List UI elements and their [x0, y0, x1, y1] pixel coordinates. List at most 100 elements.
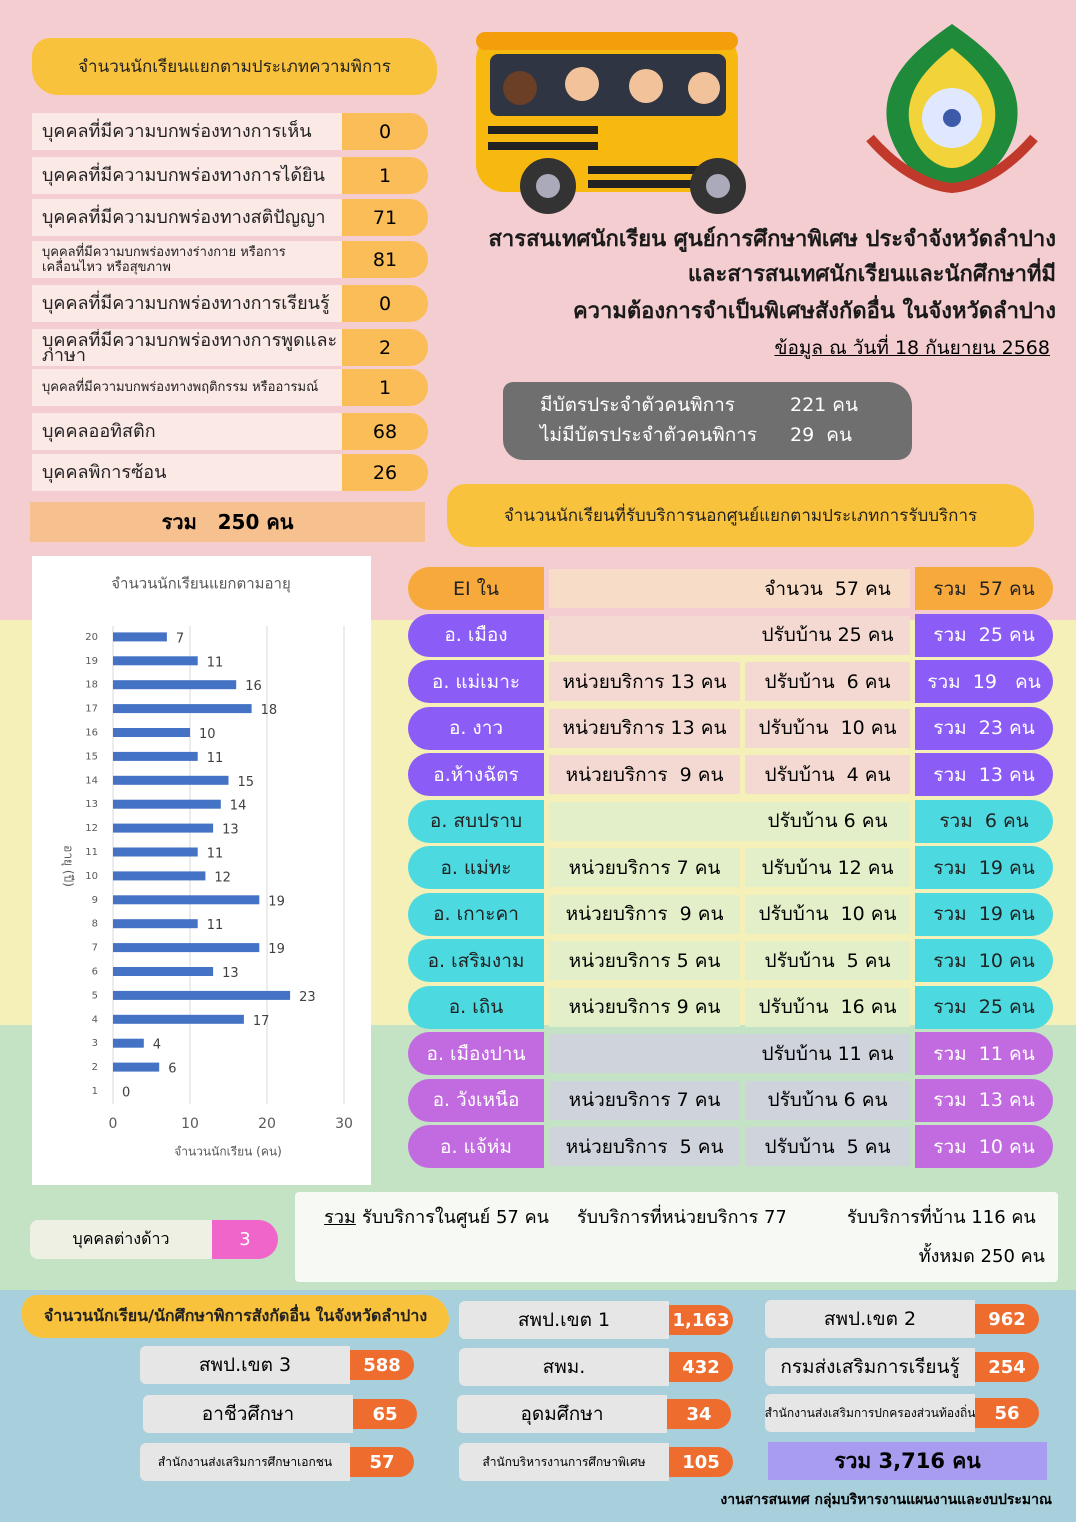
bar — [113, 823, 214, 833]
data-label: 11 — [207, 918, 224, 933]
agency-label: สพม. — [459, 1348, 669, 1386]
data-label: 23 — [299, 990, 316, 1005]
foreign-label: บุคคลต่างด้าว — [30, 1220, 212, 1259]
unit-cell: หน่วยบริการ 13 คน — [549, 662, 740, 701]
disability-label: บุคคลที่มีความบกพร่องทางการได้ยิน — [32, 157, 342, 194]
card-label: ไม่มีบัตรประจำตัวคนพิการ — [540, 424, 758, 446]
home-cell: ปรับบ้าน 6 คน — [745, 662, 910, 701]
agency-label: สำนักงานส่งเสริมการศึกษาเอกชน — [140, 1443, 350, 1481]
y-tick-label: 4 — [92, 1014, 98, 1025]
district-cell: อ. แม่ทะ — [408, 846, 544, 889]
summary-panel — [295, 1192, 1058, 1282]
bar — [113, 1014, 244, 1024]
card-value: 29 คน — [790, 424, 852, 446]
agency-value: 65 — [353, 1399, 417, 1429]
y-tick-label: 14 — [85, 775, 98, 786]
data-label: 11 — [207, 751, 224, 766]
bar — [113, 704, 252, 714]
bar — [113, 967, 214, 976]
footer: งานสารสนเทศ กลุ่มบริหารงานแผนงานและงบประ… — [720, 1492, 1052, 1508]
home-cell: ปรับบ้าน 6 คน — [745, 1080, 910, 1120]
home-cell: ปรับบ้าน 4 คน — [745, 755, 910, 794]
disability-value: 0 — [342, 113, 428, 150]
y-tick-label: 6 — [92, 967, 98, 978]
unit-cell: หน่วยบริการ 13 คน — [549, 708, 740, 748]
service-cell — [549, 615, 910, 655]
data-label: 12 — [214, 870, 231, 885]
service-cell — [549, 569, 910, 608]
disability-value: 68 — [342, 413, 428, 450]
total-cell: รวม 19 คน — [915, 846, 1053, 889]
total-cell: รวม 6 คน — [915, 799, 1053, 843]
total-cell: รวม 25 คน — [915, 985, 1053, 1029]
district-cell: อ. แจ้ห่ม — [408, 1125, 544, 1168]
unit-cell: หน่วยบริการ 5 คน — [549, 941, 740, 980]
summary-total: ทั้งหมด 250 คน — [918, 1245, 1045, 1267]
y-tick-label: 19 — [85, 656, 98, 667]
summary-item: รับบริการที่บ้าน 116 คน — [847, 1206, 1036, 1228]
agency-label: สพป.เขต 3 — [140, 1346, 350, 1384]
bar — [113, 943, 260, 953]
data-label: 15 — [238, 775, 255, 790]
home-cell: ปรับบ้าน 5 คน — [745, 941, 910, 980]
agency-label: สพป.เขต 1 — [459, 1301, 669, 1339]
bar — [113, 680, 237, 690]
agencies-title: จำนวนนักเรียน/นักศึกษาพิการสังกัดอื่น ใน… — [22, 1295, 449, 1338]
district-cell: EI ใน — [408, 567, 544, 610]
total-cell: รวม 13 คน — [915, 753, 1053, 796]
bar — [113, 775, 229, 785]
total-cell: รวม 57 คน — [915, 567, 1053, 610]
header-title: ความต้องการจำเป็นพิเศษสังกัดอื่น ในจังหว… — [572, 298, 1056, 324]
total-cell: รวม 13 คน — [915, 1078, 1053, 1122]
y-tick-label: 5 — [92, 990, 98, 1001]
unit-cell: หน่วยบริการ 9 คน — [549, 987, 740, 1027]
district-cell: อ. เสริมงาม — [408, 939, 544, 982]
y-tick-label: 1 — [92, 1086, 98, 1097]
agency-value: 962 — [975, 1304, 1039, 1334]
disability-title: จำนวนนักเรียนแยกตามประเภทความพิการ — [32, 38, 437, 95]
header-title: สารสนเทศนักเรียน ศูนย์การศึกษาพิเศษ ประจ… — [488, 226, 1056, 252]
data-label: 0 — [122, 1086, 130, 1101]
agency-value: 34 — [667, 1399, 731, 1429]
data-label: 19 — [268, 942, 285, 957]
home-cell: ปรับบ้าน 25 คน — [761, 624, 894, 646]
district-cell: อ. เถิน — [408, 985, 544, 1029]
total-cell: รวม 19 คน — [915, 892, 1053, 936]
agency-value: 105 — [669, 1447, 733, 1477]
district-cell: อ. สบปราบ — [408, 799, 544, 843]
data-label: 7 — [176, 631, 184, 646]
disability-value: 1 — [342, 369, 428, 406]
y-tick-label: 13 — [85, 799, 98, 810]
agency-label: สำนักบริหารงานการศึกษาพิเศษ — [459, 1443, 669, 1481]
card-label: มีบัตรประจำตัวคนพิการ — [540, 394, 736, 416]
bus-illustration — [476, 32, 746, 214]
x-tick-label: 20 — [258, 1116, 276, 1132]
disability-value: 0 — [342, 285, 428, 322]
bar — [113, 799, 221, 809]
disability-total: รวม 250 คน — [30, 502, 425, 542]
total-cell: รวม 23 คน — [915, 706, 1053, 750]
unit-cell: หน่วยบริการ 5 คน — [549, 1127, 740, 1166]
y-tick-label: 11 — [85, 847, 98, 858]
agency-value: 56 — [975, 1398, 1039, 1428]
disability-label: บุคคลที่มีความบกพร่องทางการเรียนรู้ — [32, 285, 342, 322]
data-label: 4 — [153, 1038, 161, 1053]
bar — [113, 871, 206, 881]
y-tick-label: 7 — [92, 943, 98, 954]
total-cell: รวม 25 คน — [915, 613, 1053, 657]
agency-label: อาชีวศึกษา — [143, 1395, 353, 1433]
disability-label: บุคคลพิการซ้อน — [32, 454, 342, 491]
home-cell: ปรับบ้าน 10 คน — [745, 708, 910, 748]
data-label: 14 — [230, 799, 247, 814]
services-title: จำนวนนักเรียนที่รับบริการนอกศูนย์แยกตามป… — [447, 484, 1034, 547]
y-tick-label: 3 — [92, 1038, 98, 1049]
disability-value: 2 — [342, 329, 428, 366]
service-cell — [549, 1034, 910, 1073]
data-label: 19 — [268, 894, 285, 909]
data-label: 10 — [199, 727, 216, 742]
service-cell — [549, 801, 910, 841]
bar — [113, 895, 260, 905]
agency-value: 432 — [669, 1352, 733, 1382]
total-cell: รวม 11 คน — [915, 1032, 1053, 1075]
